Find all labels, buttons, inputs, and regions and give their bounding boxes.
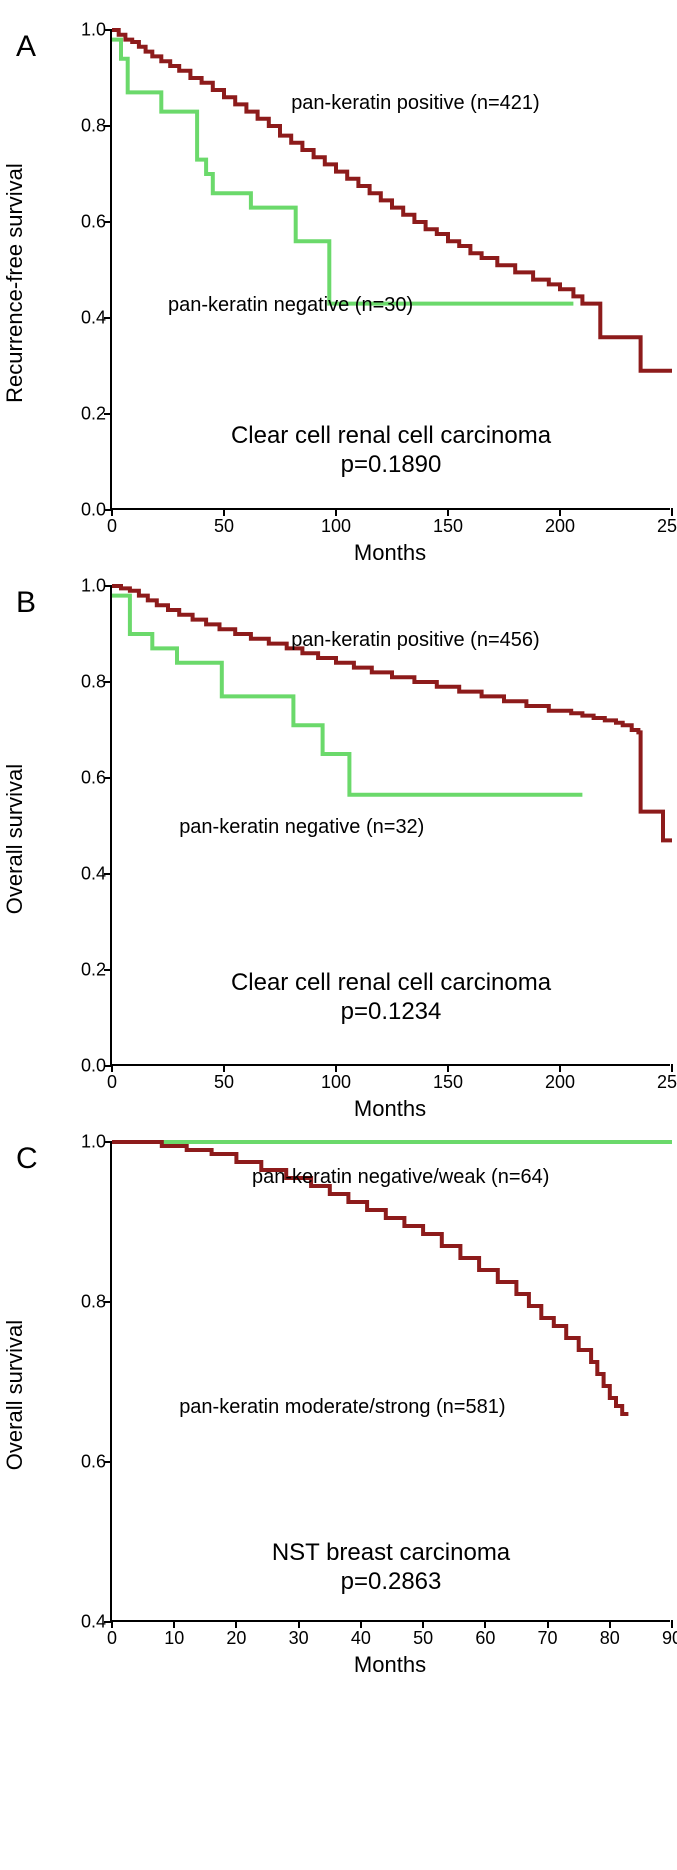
- y-tick-label: 1.0: [81, 1132, 106, 1153]
- chart-title: Clear cell renal cell carcinomap=0.1234: [231, 969, 551, 1047]
- curve-label-neg: pan-keratin negative (n=30): [168, 294, 413, 317]
- x-tick-label: 250: [657, 516, 677, 537]
- y-tick-label: 0.6: [81, 768, 106, 789]
- y-axis-label: Overall survival: [2, 1155, 28, 1635]
- y-tick-label: 0.0: [81, 1056, 106, 1077]
- x-tick-label: 0: [107, 516, 117, 537]
- x-tick-label: 80: [600, 1628, 620, 1649]
- y-tick-label: 0.4: [81, 864, 106, 885]
- panel-c: COverall survival0.40.60.81.001020304050…: [10, 1142, 667, 1678]
- y-tick-label: 0.2: [81, 404, 106, 425]
- chart-title-line2: p=0.2863: [272, 1568, 510, 1597]
- y-tick-label: 0.6: [81, 212, 106, 233]
- curve-label-pos: pan-keratin positive (n=456): [291, 629, 539, 652]
- x-tick-label: 20: [226, 1628, 246, 1649]
- x-axis-label: Months: [110, 1096, 670, 1122]
- x-tick-label: 200: [545, 1072, 575, 1093]
- curve-label-pos: pan-keratin positive (n=421): [291, 92, 539, 115]
- x-axis-label: Months: [110, 540, 670, 566]
- chart-title-line2: p=0.1234: [231, 998, 551, 1027]
- x-tick-label: 50: [214, 1072, 234, 1093]
- plot-area: 0.40.60.81.00102030405060708090pan-kerat…: [110, 1142, 670, 1622]
- y-tick-label: 0.0: [81, 500, 106, 521]
- chart-title-line1: NST breast carcinoma: [272, 1539, 510, 1568]
- curve-pos: [112, 586, 672, 840]
- y-tick-label: 1.0: [81, 20, 106, 41]
- y-tick-label: 0.4: [81, 1612, 106, 1633]
- y-tick-label: 0.6: [81, 1452, 106, 1473]
- y-tick-label: 0.4: [81, 308, 106, 329]
- x-tick-label: 200: [545, 516, 575, 537]
- x-tick-label: 150: [433, 1072, 463, 1093]
- panel-b: BOverall survival0.00.20.40.60.81.005010…: [10, 586, 667, 1122]
- x-tick-label: 70: [538, 1628, 558, 1649]
- x-tick-label: 30: [289, 1628, 309, 1649]
- y-tick-label: 0.8: [81, 672, 106, 693]
- curve-neg: [112, 596, 582, 795]
- plot-area: 0.00.20.40.60.81.0050100150200250pan-ker…: [110, 30, 670, 510]
- x-tick-label: 50: [214, 516, 234, 537]
- x-tick-label: 100: [321, 516, 351, 537]
- y-axis-label: Overall survival: [2, 599, 28, 1079]
- x-tick-label: 0: [107, 1628, 117, 1649]
- y-tick-label: 0.2: [81, 960, 106, 981]
- chart-title-line2: p=0.1890: [231, 451, 551, 480]
- y-axis-label: Recurrence-free survival: [2, 43, 28, 523]
- y-tick-label: 0.8: [81, 1292, 106, 1313]
- chart-title: NST breast carcinomap=0.2863: [272, 1539, 510, 1617]
- curve-label-neg: pan-keratin negative/weak (n=64): [252, 1166, 549, 1189]
- x-tick-label: 250: [657, 1072, 677, 1093]
- x-tick-label: 150: [433, 516, 463, 537]
- y-tick-label: 0.8: [81, 116, 106, 137]
- x-tick-label: 100: [321, 1072, 351, 1093]
- curve-pos: [112, 30, 672, 371]
- x-tick-label: 0: [107, 1072, 117, 1093]
- chart-title: Clear cell renal cell carcinomap=0.1890: [231, 422, 551, 500]
- plot-area: 0.00.20.40.60.81.0050100150200250pan-ker…: [110, 586, 670, 1066]
- curve-neg: [112, 40, 573, 304]
- panel-a: ARecurrence-free survival0.00.20.40.60.8…: [10, 30, 667, 566]
- x-tick-label: 90: [662, 1628, 677, 1649]
- curve-label-neg: pan-keratin negative (n=32): [179, 816, 424, 839]
- x-axis-label: Months: [110, 1652, 670, 1678]
- x-tick-label: 40: [351, 1628, 371, 1649]
- y-tick-label: 1.0: [81, 576, 106, 597]
- x-tick-label: 10: [164, 1628, 184, 1649]
- curve-label-pos: pan-keratin moderate/strong (n=581): [179, 1396, 505, 1419]
- chart-title-line1: Clear cell renal cell carcinoma: [231, 422, 551, 451]
- x-tick-label: 50: [413, 1628, 433, 1649]
- chart-title-line1: Clear cell renal cell carcinoma: [231, 969, 551, 998]
- x-tick-label: 60: [475, 1628, 495, 1649]
